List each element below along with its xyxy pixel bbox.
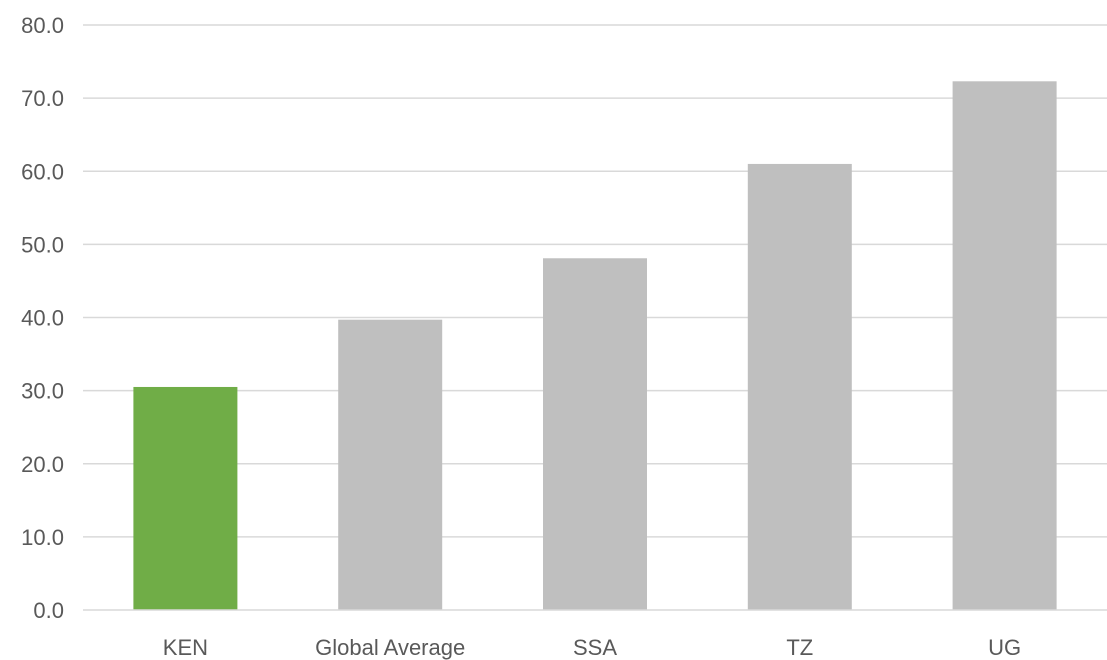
y-tick-label: 20.0 — [21, 452, 64, 477]
bar-ssa — [543, 258, 647, 610]
bar-tz — [747, 163, 852, 610]
y-axis-tick-labels: 0.0 10.0 20.0 30.0 40.0 50.0 60.0 70.0 80.0 — [21, 13, 64, 623]
x-tick-label: KEN — [163, 635, 208, 660]
y-tick-label: 60.0 — [21, 159, 64, 184]
bar-ken — [133, 386, 238, 610]
bar-ug — [952, 81, 1057, 610]
y-tick-label: 10.0 — [21, 525, 64, 550]
y-tick-label: 30.0 — [21, 379, 64, 404]
x-tick-label: Global Average — [315, 635, 465, 660]
x-tick-label: SSA — [573, 635, 617, 660]
y-tick-label: 40.0 — [21, 306, 64, 331]
y-tick-label: 0.0 — [33, 598, 64, 623]
x-tick-label: UG — [988, 635, 1021, 660]
x-axis-tick-labels: KEN Global Average SSA TZ UG — [163, 635, 1021, 660]
bars — [133, 81, 1057, 610]
x-tick-label: TZ — [786, 635, 813, 660]
y-tick-label: 50.0 — [21, 232, 64, 257]
y-tick-label: 70.0 — [21, 86, 64, 111]
y-tick-label: 80.0 — [21, 13, 64, 38]
bar-global-average — [338, 319, 443, 610]
